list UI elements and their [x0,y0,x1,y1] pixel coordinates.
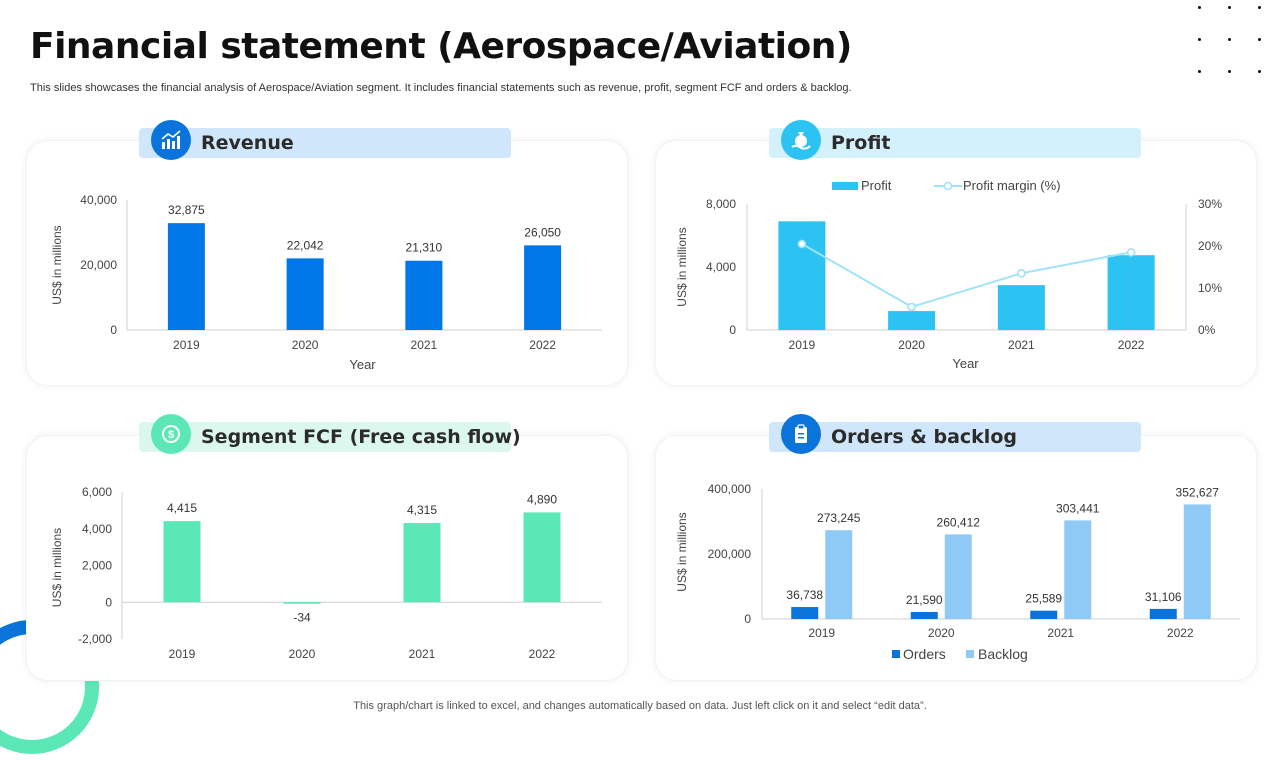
revenue-header: Revenue [139,120,511,160]
orders-title: Orders & backlog [831,426,1017,448]
orders-panel [655,435,1257,681]
profit-header: Profit [769,120,1141,160]
clipboard-icon [781,414,821,454]
orders-header: Orders & backlog [769,414,1141,454]
fcf-header: $ Segment FCF (Free cash flow) [139,414,521,454]
profit-panel [655,140,1257,386]
revenue-panel [26,140,628,386]
footer-note: This graph/chart is linked to excel, and… [353,700,927,712]
svg-text:$: $ [168,429,174,441]
page-title: Financial statement (Aerospace/Aviation) [30,26,852,67]
revenue-chart-icon [151,120,191,160]
cash-flow-icon: $ [151,414,191,454]
page-subtitle: This slides showcases the financial anal… [30,82,852,94]
profit-title: Profit [831,132,891,154]
revenue-title: Revenue [201,132,294,154]
money-bag-icon [781,120,821,160]
fcf-title: Segment FCF (Free cash flow) [201,426,521,448]
fcf-panel [26,435,628,681]
decorative-dots [1190,0,1270,80]
